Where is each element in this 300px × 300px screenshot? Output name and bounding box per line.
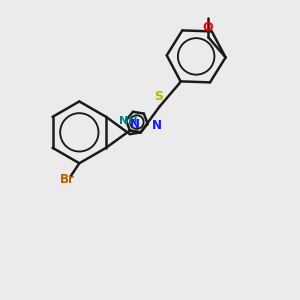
Text: S: S <box>154 90 163 103</box>
Text: O: O <box>202 21 213 34</box>
Text: NH: NH <box>119 116 138 126</box>
Text: N: N <box>130 118 140 131</box>
Text: N: N <box>152 119 162 132</box>
Text: Br: Br <box>60 173 75 186</box>
